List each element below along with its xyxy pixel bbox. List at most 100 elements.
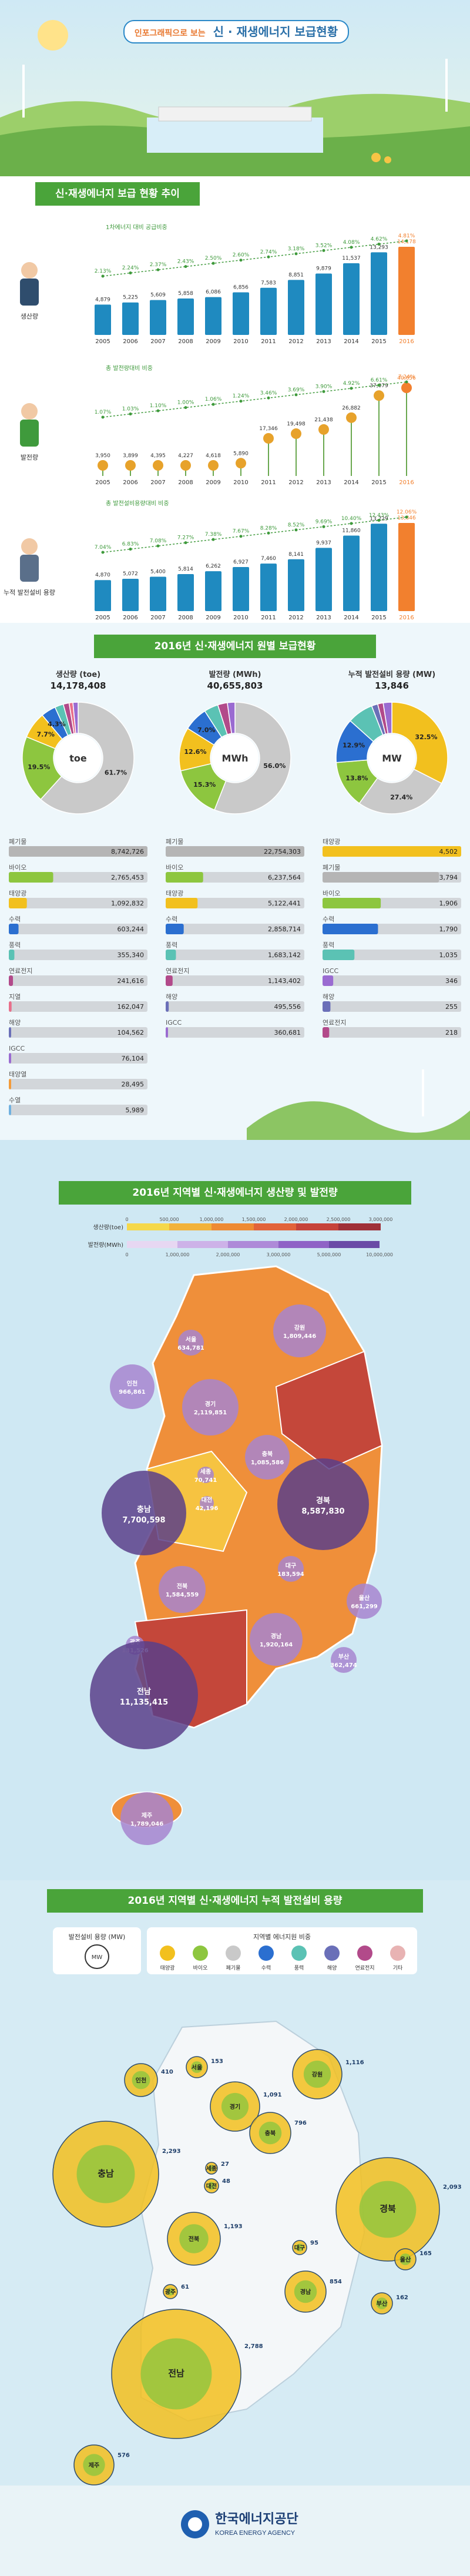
capacity-value-label: 6,262 (206, 564, 221, 569)
production-ratio-caption: 1차에너지 대비 공급비중 (106, 224, 167, 231)
source-legend-label: 연료전지 (355, 1965, 374, 1971)
capacity-region-inner (208, 2165, 215, 2172)
sources-hill-shape (247, 1101, 470, 1140)
production-year-label: 2009 (206, 338, 220, 345)
generation-ratio-caption: 총 발전량대비 비중 (106, 365, 153, 372)
generation-ratio-label: 6.61% (371, 377, 388, 383)
capacity-donut-title: 누적 발전설비 용량 (MW) (348, 670, 435, 679)
capacity-bar (323, 1027, 330, 1038)
capacity-bar (150, 576, 166, 611)
capacity-bar-name: IGCC (323, 967, 338, 975)
production-bar-name: 폐기물 (9, 838, 26, 846)
generation-year-label: 2005 (95, 479, 110, 486)
generation-ratio-point (405, 380, 408, 384)
production-pie-label: 7.7% (36, 731, 55, 739)
region-bubble (250, 1613, 303, 1666)
legend-prod-tick: 1,000,000 (200, 1217, 224, 1222)
capacity-year-label: 2009 (206, 615, 220, 621)
capacity-region-name: 대전 (206, 2182, 217, 2190)
generation-pie-label: 7.0% (197, 726, 216, 734)
production-pie-label: 4.3% (48, 720, 66, 728)
production-bar-track (9, 924, 147, 934)
production-bar-value: 603,244 (118, 925, 145, 933)
capacity-bar (343, 535, 360, 611)
capacity-bar (323, 1001, 331, 1012)
generation-bar-track (166, 950, 304, 960)
source-legend-label: 수력 (261, 1964, 271, 1971)
production-bar-track (9, 1027, 147, 1038)
trend-chart: 생산량 1차에너지 대비 공급비중 4,879 2005 2.13% 5,225 2006 2… (4, 224, 417, 621)
capacity-row-label: 누적 발전설비 용량 (4, 589, 55, 596)
capacity-region-inner (376, 2297, 388, 2309)
region-bubble (278, 1556, 304, 1582)
production-year-label: 2011 (261, 338, 276, 345)
legend-gen-swatch (177, 1241, 228, 1248)
capacity-region-name: 서울 (192, 2064, 202, 2071)
source-legend-swatch (390, 1946, 405, 1961)
production-bar (122, 302, 139, 335)
agency-name-en: KOREA ENERGY AGENCY (215, 2530, 296, 2537)
capacity-year-label: 2006 (123, 615, 137, 621)
capacity-region-value: 165 (419, 2250, 432, 2257)
production-bar (260, 287, 277, 335)
production-bar-value: 8,742,726 (111, 848, 144, 856)
production-ratio-label: 4.08% (343, 240, 360, 246)
generation-bar-value: 6,237,564 (268, 874, 301, 881)
generation-bar-name: IGCC (166, 1019, 182, 1027)
generation-bar-value: 360,681 (274, 1029, 301, 1037)
capacity-ratio-point (101, 551, 105, 554)
regional-map: 생산량(toe)0 500,000 1,000,000 1,500,000 2,000,… (88, 1217, 393, 1845)
generation-ratio-label: 3.90% (315, 384, 333, 390)
duck-icon (371, 153, 391, 163)
production-bar-name: 태양광 (9, 890, 26, 897)
generation-value-label: 17,346 (259, 426, 278, 432)
capacity-region-value: 410 (161, 2069, 173, 2075)
region-bubble (178, 1330, 204, 1356)
production-value-label: 6,856 (233, 284, 249, 290)
production-bar (177, 298, 194, 335)
region-value: 1,789,046 (130, 1821, 163, 1827)
sources-chart: 생산량 (toe)14,178,408 61.7% 19.5% 7.7% 4.3% toe… (9, 670, 470, 1140)
legend-gen-tick: 3,000,000 (267, 1252, 291, 1257)
production-year-label: 2016 (399, 338, 414, 345)
capacity-region-inner (166, 2287, 174, 2296)
capacity-region-value: 2,293 (162, 2148, 181, 2155)
production-ratio-point (212, 261, 215, 265)
capacity-ratio-point (239, 535, 243, 538)
capacity-person-head (21, 538, 38, 555)
legend-prod-tick: 3,000,000 (369, 1217, 393, 1222)
capacity-year-label: 2008 (178, 615, 193, 621)
capacity-bar-value: 346 (445, 977, 458, 985)
sources-heading: 2016년 신·재생에너지 원별 보급현황 (94, 635, 376, 662)
production-ratio-point (294, 252, 298, 256)
generation-pie-label: 12.6% (184, 748, 206, 756)
generation-year-label: 2013 (316, 479, 331, 486)
capacity-heading: 2016년 지역별 신·재생에너지 누적 발전설비 용량 (47, 1889, 423, 1916)
capacity-ratio-point (212, 538, 215, 541)
production-pie-label: 61.7% (105, 769, 127, 777)
region-bubble (120, 1792, 173, 1845)
production-donut-title: 생산량 (toe) (56, 670, 100, 679)
generation-donut-title: 발전량 (MWh) (209, 670, 261, 679)
production-ratio-point (267, 255, 270, 259)
generation-pie-label: 15.3% (193, 781, 216, 789)
source-legend-label: 바이오 (193, 1965, 208, 1971)
production-ratio-label: 3.18% (288, 246, 305, 252)
production-bar (150, 300, 166, 335)
capacity-person-body (20, 555, 39, 582)
production-bar (9, 1001, 12, 1012)
production-value-label: 4,879 (95, 297, 110, 303)
production-value-label: 9,879 (316, 266, 331, 271)
capacity-bar-track (323, 975, 461, 986)
production-year-label: 2007 (150, 338, 165, 345)
source-legend-label: 해양 (327, 1965, 337, 1971)
region-name: 충북 (262, 1450, 273, 1458)
generation-bar (166, 1001, 169, 1012)
generation-ratio-point (129, 412, 132, 416)
region-bubble (90, 1641, 198, 1749)
legend-prod-swatch (169, 1223, 212, 1230)
production-ratio-label: 4.62% (371, 236, 388, 242)
generation-ratio-point (156, 409, 160, 412)
production-ratio-point (184, 265, 187, 269)
region-bubble (245, 1435, 290, 1480)
